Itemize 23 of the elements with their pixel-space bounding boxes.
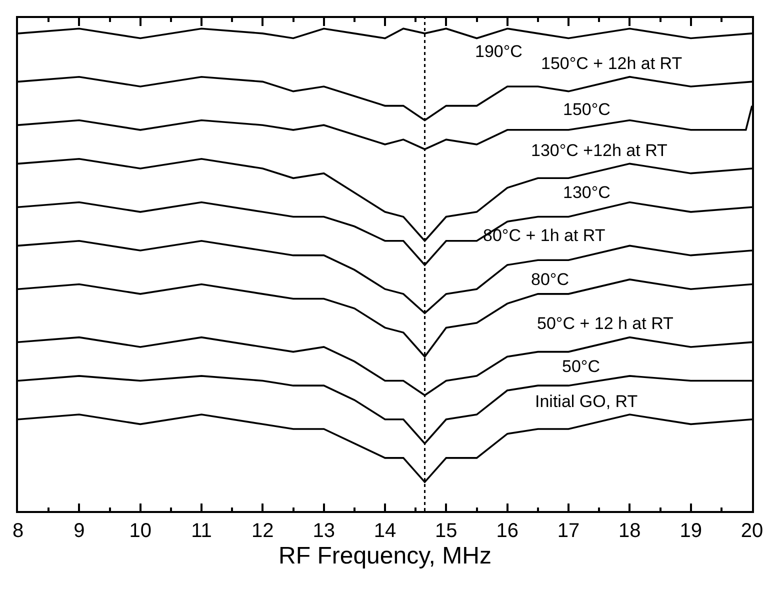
x-tick-label: 20: [740, 520, 764, 542]
series-label: 130°C +12h at RT: [531, 141, 668, 160]
x-tick-label: 18: [618, 520, 641, 542]
x-tick-label: 13: [312, 520, 335, 542]
x-tick-label: 11: [191, 520, 212, 542]
series-label: Initial GO, RT: [535, 392, 638, 411]
x-tick-label: 14: [374, 520, 396, 542]
legend-label: 190°C: [475, 42, 522, 61]
series-label: 130°C: [563, 183, 610, 202]
x-tick-label: 17: [557, 520, 580, 542]
x-tick-label: 9: [74, 520, 85, 542]
series-label: 50°C: [562, 357, 600, 376]
x-tick-label: 10: [129, 520, 152, 542]
x-axis-title: RF Frequency, MHz: [278, 542, 492, 570]
series-label: 50°C + 12 h at RT: [537, 314, 674, 333]
x-tick-label: 19: [680, 520, 702, 542]
series-label: 150°C + 12h at RT: [541, 54, 682, 73]
x-tick-label: 8: [12, 520, 24, 542]
x-tick-label: 15: [435, 520, 458, 542]
series-label: 80°C: [531, 270, 569, 289]
series-label: 150°C: [563, 100, 610, 119]
x-tick-label: 16: [496, 520, 518, 542]
x-tick-label: 12: [252, 520, 274, 542]
